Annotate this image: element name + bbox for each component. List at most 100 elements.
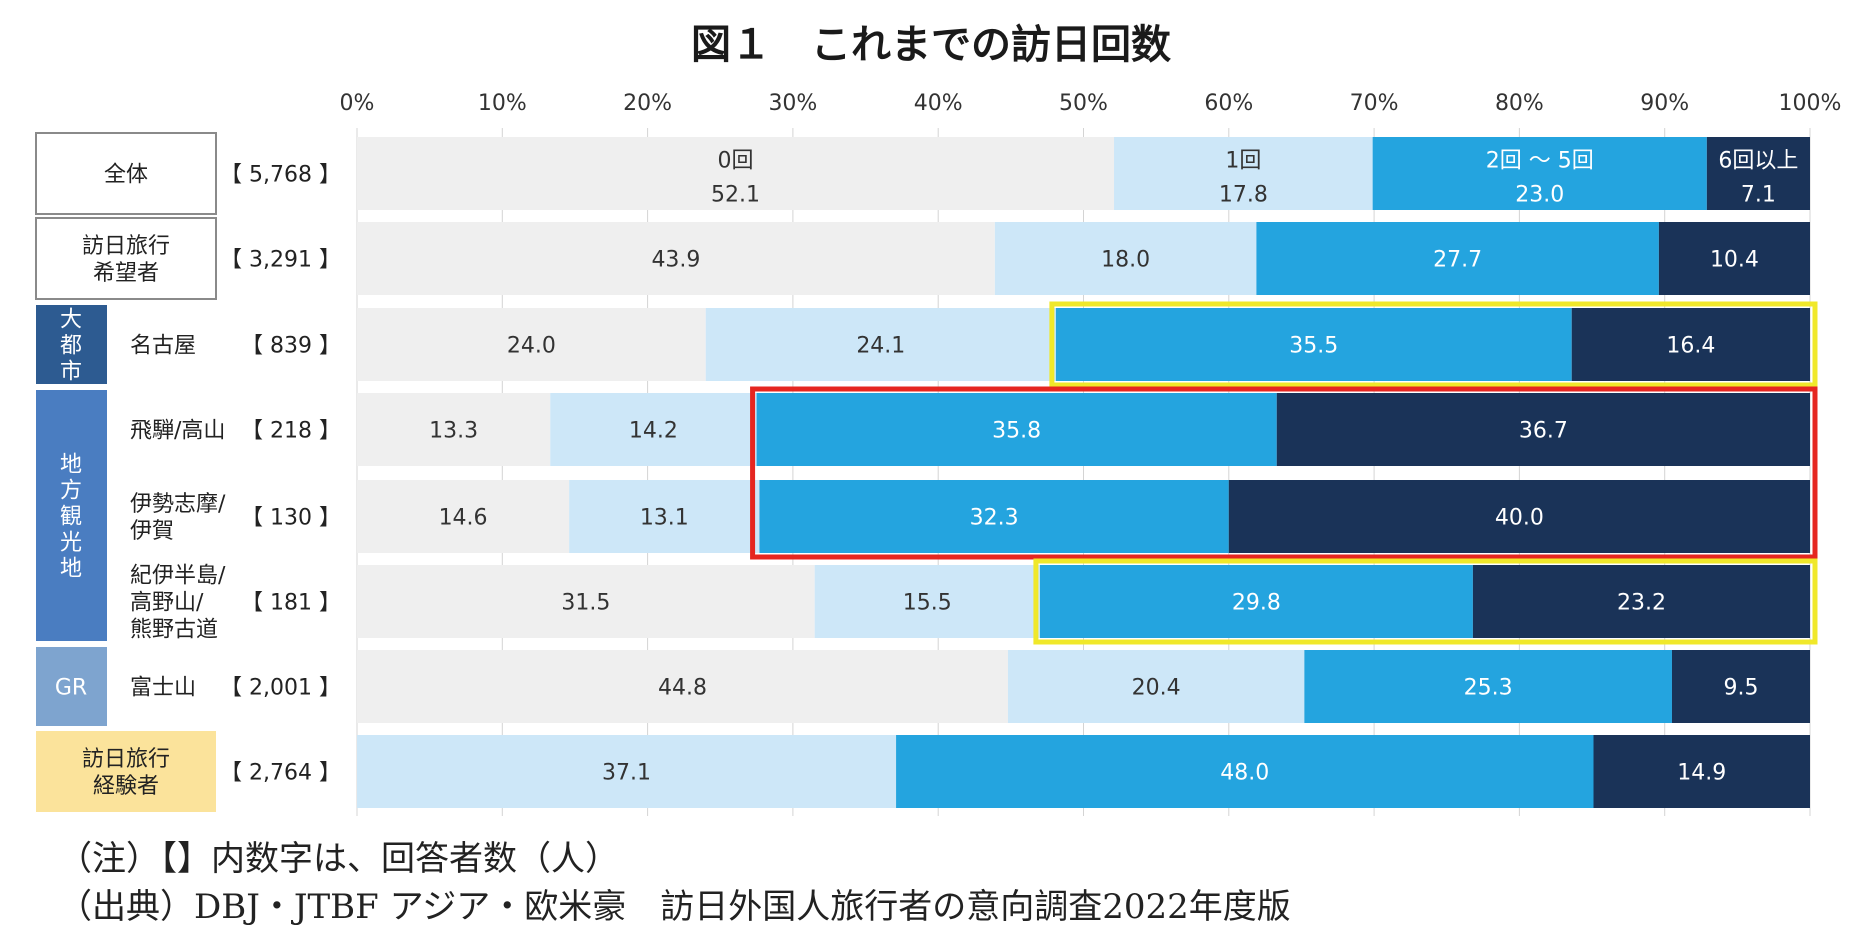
row-label: 経験者 [93, 774, 159, 799]
bar-segment [1304, 650, 1672, 723]
group-box [36, 390, 107, 641]
highlight-box [750, 386, 1818, 560]
legend-label: 1回 [1225, 149, 1261, 174]
row-label: 高野山/ [130, 591, 204, 616]
data-label: 35.8 [992, 419, 1041, 444]
bar-segment [357, 480, 570, 553]
data-label: 44.8 [658, 676, 707, 701]
x-tick-label: 30% [768, 91, 817, 116]
highlight-boxes [750, 301, 1818, 645]
group-label-char: 観 [60, 505, 82, 530]
legend-label: 2回 〜 5回 [1486, 149, 1594, 174]
row-label: 伊勢志摩/ [130, 492, 226, 517]
data-label: 18.0 [1101, 248, 1150, 273]
respondent-count: 【 130 】 [241, 506, 341, 531]
data-label: 14.6 [439, 506, 488, 531]
bar-segment [1372, 137, 1707, 210]
data-label: 15.5 [903, 591, 952, 616]
row-label: 訪日旅行 [82, 747, 170, 772]
bar-segment [1228, 480, 1810, 553]
bar-segment [1256, 222, 1659, 295]
bar-segment [1658, 222, 1810, 295]
bar-segment [814, 565, 1040, 638]
note-text: （注）【】内数字は、回答者数（人） [58, 839, 619, 879]
bar-segment [569, 480, 760, 553]
data-label: 9.5 [1723, 676, 1758, 701]
data-label: 14.9 [1677, 761, 1726, 786]
respondent-count: 【 218 】 [241, 419, 341, 444]
data-label: 23.0 [1515, 183, 1564, 208]
bars: 0回 52.1 1回 17.8 2回 〜 5回 23.0 6回以上 7.1 43.9 18.0 27… [357, 137, 1810, 808]
data-label: 29.8 [1232, 591, 1281, 616]
data-label: 36.7 [1519, 419, 1568, 444]
data-label: 17.8 [1219, 183, 1268, 208]
bar-segment [357, 735, 897, 808]
respondent-count: 【 3,291 】 [220, 248, 341, 273]
bar-segment [1039, 565, 1473, 638]
highlight-box [1033, 558, 1818, 645]
group-label-char: 大 [60, 308, 82, 333]
x-tick-label: 10% [478, 91, 527, 116]
bar-segment [357, 137, 1115, 210]
group-box [36, 647, 107, 726]
data-label: 7.1 [1741, 183, 1776, 208]
legend-label: 6回以上 [1718, 149, 1798, 174]
bar-segment [550, 393, 757, 466]
x-tick-label: 100% [1779, 91, 1842, 116]
respondent-count: 【 181 】 [241, 591, 341, 616]
x-tick-label: 70% [1350, 91, 1399, 116]
source-text: （出典）DBJ・JTBF アジア・欧米豪 訪日外国人旅行者の意向調査2022年度… [58, 887, 1291, 927]
data-label: 43.9 [651, 248, 700, 273]
data-label: 13.3 [429, 419, 478, 444]
x-tick-label: 0% [340, 91, 375, 116]
bar-segment [756, 393, 1277, 466]
row-label: 訪日旅行 [82, 234, 170, 259]
row-label: 名古屋 [130, 334, 196, 359]
respondent-count: 【 839 】 [241, 334, 341, 359]
row-label: 飛騨/高山 [130, 419, 225, 444]
bar-segment [705, 308, 1056, 381]
x-tick-label: 40% [914, 91, 963, 116]
data-label: 31.5 [561, 591, 610, 616]
x-tick-label: 20% [623, 91, 672, 116]
row-label: 全体 [104, 163, 148, 188]
group-label-char: 地 [60, 453, 82, 478]
row-label-box [36, 731, 216, 812]
group-label-char: 地 [60, 557, 82, 582]
group-box [36, 305, 107, 384]
row-label: 熊野古道 [130, 618, 218, 643]
bar-segment [1276, 393, 1810, 466]
highlight-box [1049, 301, 1818, 388]
x-tick-label: 90% [1640, 91, 1689, 116]
bar-segment [759, 480, 1229, 553]
group-label-char: 市 [60, 360, 82, 385]
data-label: 25.3 [1464, 676, 1513, 701]
data-label: 16.4 [1666, 334, 1715, 359]
bar-segment [1593, 735, 1810, 808]
bar-segment [357, 565, 815, 638]
data-label: 20.4 [1132, 676, 1181, 701]
bar-segment [1472, 565, 1810, 638]
group-label-char: 光 [60, 531, 82, 556]
group-label-char: 方 [60, 479, 82, 504]
data-label: 35.5 [1289, 334, 1338, 359]
respondent-count: 【 5,768 】 [220, 163, 341, 188]
bar-segment [896, 735, 1594, 808]
data-label: 10.4 [1710, 248, 1759, 273]
data-label: 48.0 [1220, 761, 1269, 786]
bar-segment [994, 222, 1257, 295]
data-label: 32.3 [970, 506, 1019, 531]
data-label: 52.1 [711, 183, 760, 208]
bar-segment [1571, 308, 1810, 381]
respondent-count: 【 2,764 】 [220, 761, 341, 786]
row-label-box [35, 132, 217, 215]
data-label: 23.2 [1617, 591, 1666, 616]
bar-segment [357, 393, 551, 466]
bar-segment [357, 222, 995, 295]
group-label-char: 都 [60, 334, 82, 359]
bar-segment [1114, 137, 1373, 210]
data-label: 24.1 [856, 334, 905, 359]
legend-label: 0回 [718, 149, 754, 174]
